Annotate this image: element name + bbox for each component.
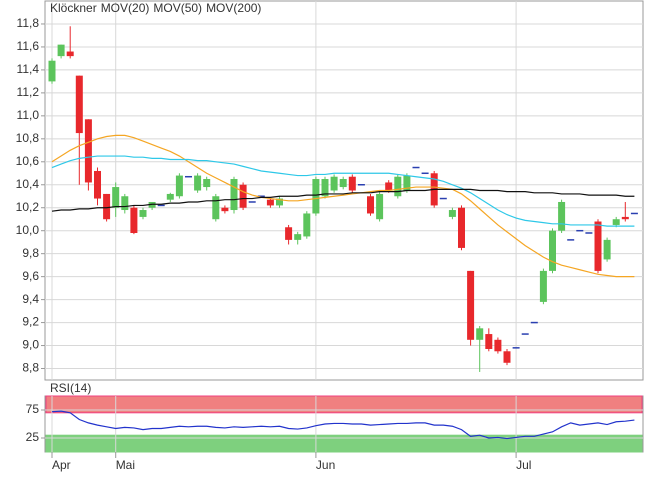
legend-entry: RSI(14): [50, 381, 91, 395]
y-tick-label: 10,2: [16, 200, 40, 214]
candle-body: [175, 175, 183, 197]
candle-body: [103, 193, 111, 220]
candle-body: [75, 75, 83, 134]
candle-body: [48, 60, 56, 82]
line-series: [51, 134, 635, 278]
candle-body: [303, 213, 311, 237]
candle-body: [139, 210, 147, 217]
x-tick-label: Jul: [516, 458, 531, 472]
x-tick-label: Jun: [316, 458, 335, 472]
candle-body: [130, 207, 138, 233]
candle-body: [57, 44, 65, 57]
y-tick-label: 8,8: [22, 361, 39, 375]
candle-body: [394, 176, 402, 197]
candle-body: [612, 219, 620, 225]
y-tick-label: 10,4: [16, 177, 40, 191]
y-tick-label: 10,8: [16, 131, 40, 145]
y-tick-label: 10,6: [16, 154, 40, 168]
candle-body: [285, 227, 293, 240]
candle-body: [221, 207, 229, 212]
candle-body: [539, 270, 547, 302]
candle-body: [503, 351, 511, 363]
candle-body: [403, 175, 411, 191]
y-tick-label: 9,4: [22, 292, 39, 306]
candle-body: [212, 196, 220, 220]
candle-body: [485, 334, 493, 349]
candle-body: [467, 270, 475, 340]
y-tick-label: 9,0: [22, 338, 39, 352]
candle-body: [549, 230, 556, 271]
candle-body: [312, 179, 320, 214]
y-tick-label: 11,2: [17, 85, 40, 99]
rsi-band: [45, 434, 643, 453]
y-tick-label: 9,2: [22, 315, 39, 329]
candle-body: [321, 179, 329, 197]
candle-body: [339, 179, 347, 188]
y-tick-label: 9,8: [22, 246, 39, 260]
candle-body: [385, 182, 393, 191]
candle-body: [594, 221, 602, 271]
candle-body: [194, 175, 202, 191]
candle-body: [230, 179, 238, 211]
x-tick-label: Mai: [116, 458, 135, 472]
legend-entry: MOV(200): [206, 1, 261, 15]
legend-bg: [46, 383, 94, 395]
candle-body: [121, 196, 129, 211]
candle-body: [476, 328, 484, 340]
line-series: [51, 155, 635, 227]
candle-body: [621, 216, 629, 220]
candle-body: [367, 196, 374, 214]
candle-body: [239, 184, 247, 208]
candle-body: [66, 51, 74, 57]
legend-entry: MOV(20): [101, 1, 150, 15]
y-tick-label: 9,6: [22, 269, 39, 283]
candle-body: [448, 210, 456, 217]
legend-entry: MOV(50): [153, 1, 202, 15]
candle-body: [603, 239, 611, 260]
y-tick-label: 75: [26, 402, 40, 416]
candle-body: [266, 199, 274, 206]
legend-entry: Klöckner: [50, 1, 97, 15]
line-series: [51, 188, 635, 212]
candle-body: [348, 176, 356, 191]
y-tick-label: 11,4: [17, 62, 40, 76]
candle-body: [458, 207, 465, 248]
candle-body: [294, 234, 302, 240]
y-tick-label: 25: [26, 430, 40, 444]
candle-body: [84, 119, 92, 183]
candle-body: [112, 187, 120, 208]
y-tick-label: 11,0: [17, 108, 40, 122]
rsi-band: [45, 395, 643, 414]
y-tick-label: 11,6: [17, 39, 40, 53]
candle-body: [276, 198, 283, 206]
x-tick-label: Apr: [52, 458, 71, 472]
candle-body: [166, 193, 174, 200]
main-plot-frame: [44, 0, 644, 381]
candle-body: [558, 201, 566, 231]
candle-body: [94, 170, 101, 199]
line-series: [51, 410, 635, 440]
candle-body: [330, 176, 338, 191]
y-tick-label: 10,0: [16, 223, 40, 237]
candle-body: [203, 179, 211, 188]
candle-body: [376, 193, 384, 220]
candle-body: [494, 339, 502, 352]
y-tick-label: 11,8: [17, 16, 40, 30]
